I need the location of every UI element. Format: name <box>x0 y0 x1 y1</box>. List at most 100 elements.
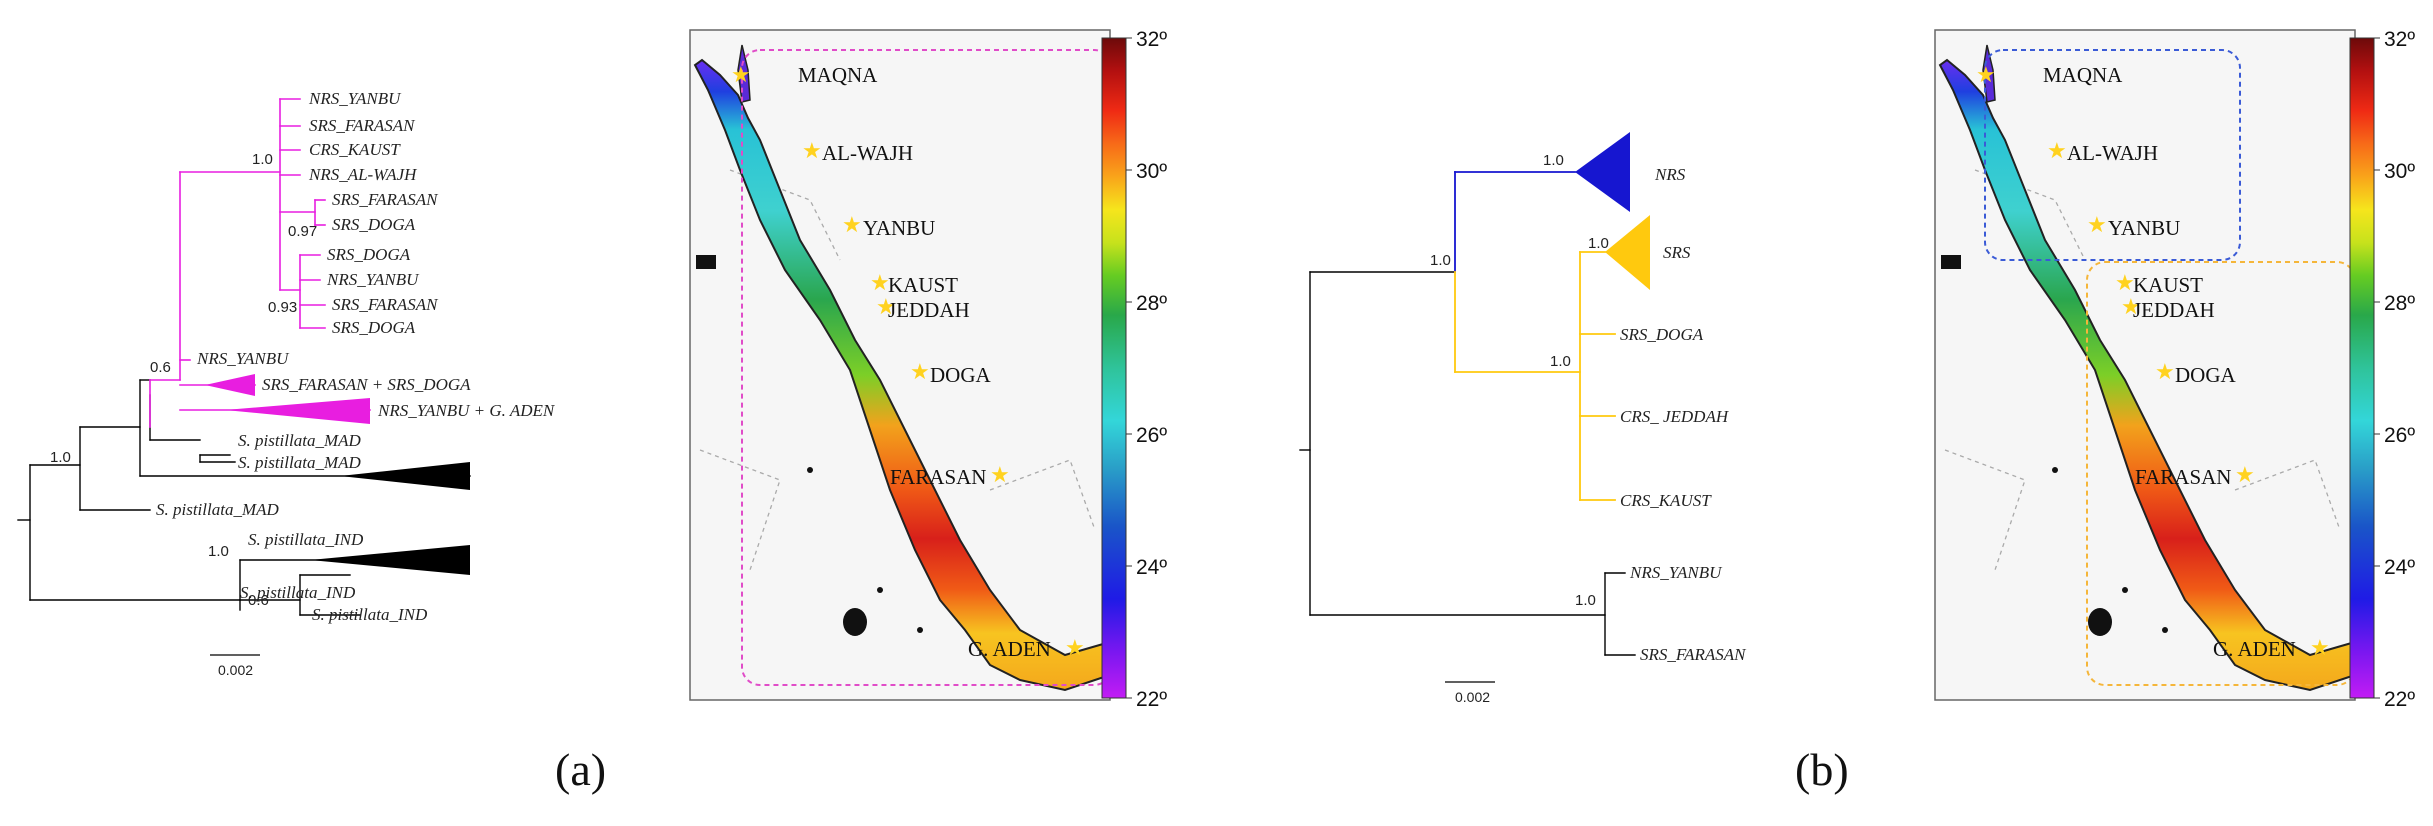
tip-label: SRS_FARASAN <box>332 190 439 209</box>
colorbar-tick: 22º <box>1136 688 1167 711</box>
colorbar-tick: 28º <box>2384 292 2415 315</box>
tip-label: CRS_KAUST <box>1620 491 1712 510</box>
tip-label: SRS_FARASAN <box>332 295 439 314</box>
tip-label: CRS_KAUST <box>309 140 401 159</box>
site-label: YANBU <box>2108 216 2180 240</box>
tree-b-supports: 1.0 1.0 1.0 1.0 1.0 <box>1430 152 1609 609</box>
site-label: FARASAN <box>890 465 986 489</box>
support-value: 1.0 <box>1588 235 1609 252</box>
svg-text:★: ★ <box>2121 294 2141 319</box>
svg-text:★: ★ <box>731 62 751 87</box>
support-value: 1.0 <box>252 151 273 168</box>
tip-label: S. pistillata_MAD <box>156 500 280 519</box>
colorbar-tick: 32º <box>2384 28 2415 51</box>
site-label: DOGA <box>930 363 991 387</box>
tip-label: SRS_DOGA <box>327 245 411 264</box>
tip-label: NRS_YANBU <box>1629 563 1723 582</box>
site-label: JEDDAH <box>888 298 970 322</box>
scale-bar-label: 0.002 <box>218 662 253 678</box>
tip-label: SRS_DOGA <box>332 318 416 337</box>
svg-text:★: ★ <box>2087 212 2107 237</box>
colorbar-tick: 28º <box>1136 292 1167 315</box>
site-label: DOGA <box>2175 363 2236 387</box>
colorbar-tick: 30º <box>1136 160 1167 183</box>
tree-b <box>1299 132 1650 656</box>
site-label: AL-WAJH <box>822 141 913 165</box>
svg-text:★: ★ <box>1065 635 1085 660</box>
collapsed-clade-farasan-doga <box>205 374 255 396</box>
panel-label-b: (b) <box>1795 744 1849 795</box>
scale-bar-label: 0.002 <box>1455 689 1490 705</box>
svg-text:★: ★ <box>870 270 890 295</box>
support-value: 1.0 <box>1543 152 1564 169</box>
svg-text:★: ★ <box>2310 635 2330 660</box>
svg-text:★: ★ <box>2155 359 2175 384</box>
tree-a-supports: 1.0 0.97 0.93 0.6 1.0 1.0 0.6 <box>50 151 317 609</box>
region-box-nrs <box>1984 49 2241 261</box>
tip-label: S. pistillata_MAD <box>238 453 362 472</box>
collapsed-clade-black-2 <box>310 545 470 575</box>
site-label: KAUST <box>2133 273 2203 297</box>
colorbar-tick: 24º <box>1136 556 1167 579</box>
tip-label: S. pistillata_IND <box>312 605 428 624</box>
support-value: 0.97 <box>288 223 317 240</box>
support-value: 0.93 <box>268 299 297 316</box>
map-a: ★ ★ ★ ★ ★ ★ ★ ★ MAQNA AL-WAJH YANBU KAUS… <box>689 29 1113 701</box>
site-label: AL-WAJH <box>2067 141 2158 165</box>
collapsed-clade-srs <box>1605 215 1650 290</box>
site-label: FARASAN <box>2135 465 2231 489</box>
svg-text:★: ★ <box>1976 62 1996 87</box>
colorbar-tick: 26º <box>2384 424 2415 447</box>
colorbar-tick: 30º <box>2384 160 2415 183</box>
support-value: 0.6 <box>248 592 269 609</box>
support-value: 1.0 <box>1550 353 1571 370</box>
collapsed-clade-nrs <box>1575 132 1630 212</box>
collapsed-clade-yanbu-aden <box>225 398 370 424</box>
colorbar-tick: 22º <box>2384 688 2415 711</box>
tip-label: CRS_ JEDDAH <box>1620 407 1730 426</box>
site-label: KAUST <box>888 273 958 297</box>
tip-label: S. pistillata_MAD <box>238 431 362 450</box>
tree-b-tips: NRS SRS SRS_DOGA CRS_ JEDDAH CRS_KAUST N… <box>1620 165 1747 664</box>
svg-text:★: ★ <box>2047 138 2067 163</box>
tip-label: NRS_AL-WAJH <box>308 165 418 184</box>
tip-label: NRS_YANBU <box>308 89 402 108</box>
svg-text:★: ★ <box>990 462 1010 487</box>
tree-a <box>17 98 471 616</box>
tip-label: SRS_FARASAN <box>1640 645 1747 664</box>
svg-text:★: ★ <box>802 138 822 163</box>
colorbar-b: 32º 30º 28º 26º 24º 22º <box>2349 28 2415 711</box>
site-label: YANBU <box>863 216 935 240</box>
site-label: MAQNA <box>798 63 878 87</box>
svg-text:★: ★ <box>842 212 862 237</box>
tip-label: NRS <box>1654 165 1686 184</box>
tip-label: SRS_DOGA <box>332 215 416 234</box>
site-label: JEDDAH <box>2133 298 2215 322</box>
support-value: 0.6 <box>150 359 171 376</box>
svg-text:★: ★ <box>2235 462 2255 487</box>
tip-label: SRS_DOGA <box>1620 325 1704 344</box>
colorbar-a: 32º 30º 28º 26º 24º 22º <box>1101 28 1167 711</box>
site-label: G. ADEN <box>968 637 1051 661</box>
tip-label: NRS_YANBU <box>326 270 420 289</box>
colorbar-tick: 26º <box>1136 424 1167 447</box>
colorbar-tick: 32º <box>1136 28 1167 51</box>
support-value: 1.0 <box>50 449 71 466</box>
tree-a-tips: NRS_YANBU SRS_FARASAN CRS_KAUST NRS_AL-W… <box>156 89 556 624</box>
support-value: 1.0 <box>1575 592 1596 609</box>
svg-text:★: ★ <box>2115 270 2135 295</box>
support-value: 1.0 <box>208 543 229 560</box>
support-value: 1.0 <box>1430 252 1451 269</box>
tip-label: SRS <box>1663 243 1691 262</box>
panel-label-a: (a) <box>555 744 606 795</box>
site-label: MAQNA <box>2043 63 2123 87</box>
svg-text:★: ★ <box>910 359 930 384</box>
tip-label: SRS_FARASAN <box>309 116 416 135</box>
scale-bar-a: 0.002 <box>210 654 260 678</box>
site-label: G. ADEN <box>2213 637 2296 661</box>
svg-text:★: ★ <box>876 294 896 319</box>
collapsed-clade-black-1 <box>340 462 470 490</box>
map-b: ★ ★ ★ ★ ★ ★ ★ ★ MAQNA AL-WAJH YANBU KAUS… <box>1934 29 2356 701</box>
tip-label: NRS_YANBU + G. ADEN <box>377 401 556 420</box>
